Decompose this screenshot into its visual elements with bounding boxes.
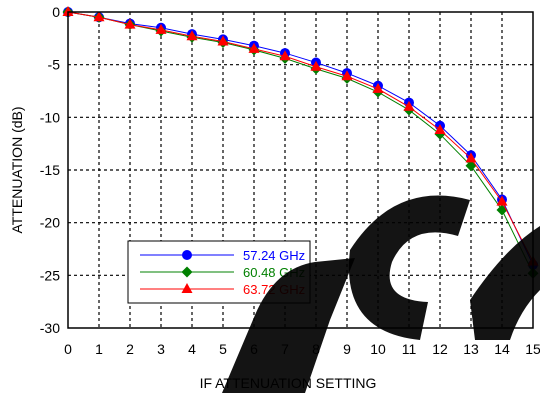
x-tick-label: 14 xyxy=(494,341,510,357)
x-tick-label: 0 xyxy=(64,341,72,357)
data-point xyxy=(403,100,415,111)
legend-label: 57.24 GHz xyxy=(243,248,305,263)
series-3 xyxy=(62,6,539,266)
data-point xyxy=(248,42,260,53)
data-point xyxy=(496,195,508,206)
x-tick-label: 5 xyxy=(219,341,227,357)
x-tick-label: 13 xyxy=(463,341,479,357)
y-tick-label: -10 xyxy=(40,109,60,125)
series-group xyxy=(62,6,539,279)
legend-marker xyxy=(181,283,193,293)
y-tick-label: -30 xyxy=(40,320,60,336)
x-tick-label: 6 xyxy=(250,341,258,357)
x-tick-label: 4 xyxy=(188,341,196,357)
data-point xyxy=(124,18,136,29)
y-tick-label: 0 xyxy=(52,4,60,20)
data-point xyxy=(93,11,105,22)
series-line xyxy=(67,11,534,262)
y-axis-label: ATTENUATION (dB) xyxy=(9,106,25,233)
x-tick-label: 10 xyxy=(370,341,386,357)
series-line xyxy=(67,11,534,266)
series-1 xyxy=(63,7,538,270)
x-tick-label: 15 xyxy=(525,341,540,357)
y-tick-label: -5 xyxy=(48,57,61,73)
legend-label: 60.48 GHz xyxy=(243,265,305,280)
x-tick-label: 11 xyxy=(402,341,417,357)
y-tick-label: -20 xyxy=(40,215,60,231)
legend-marker xyxy=(182,250,192,260)
x-tick-label: 12 xyxy=(432,341,448,357)
data-point xyxy=(155,23,167,34)
x-tick-label: 8 xyxy=(312,341,320,357)
data-point xyxy=(341,70,353,81)
data-point xyxy=(186,30,198,41)
x-axis-label: IF ATTENUATION SETTING xyxy=(200,375,377,391)
legend-marker xyxy=(181,266,193,278)
data-point xyxy=(434,123,446,134)
x-tick-label: 3 xyxy=(157,341,165,357)
data-point xyxy=(279,50,291,61)
y-tick-label: -25 xyxy=(40,267,60,283)
data-point xyxy=(372,82,384,93)
series-line xyxy=(67,11,534,274)
data-point xyxy=(62,6,74,16)
x-tick-label: 7 xyxy=(281,341,289,357)
legend-label: 63.72 GHz xyxy=(243,282,305,297)
x-tick-label: 1 xyxy=(95,341,103,357)
data-point xyxy=(217,35,229,46)
y-tick-label: -15 xyxy=(40,162,60,178)
x-tick-label: 2 xyxy=(126,341,134,357)
tick-labels: 0 1 2 3 4 5 6 7 8 9 10 11 12 13 14 150-5-10-15-20-25-30 xyxy=(40,4,540,357)
series-2 xyxy=(62,6,539,279)
data-point xyxy=(310,60,322,71)
x-tick-label: 9 xyxy=(343,341,351,357)
data-point xyxy=(465,152,477,163)
legend: 57.24 GHz 60.48 GHz 63.72 GHz xyxy=(127,240,311,304)
